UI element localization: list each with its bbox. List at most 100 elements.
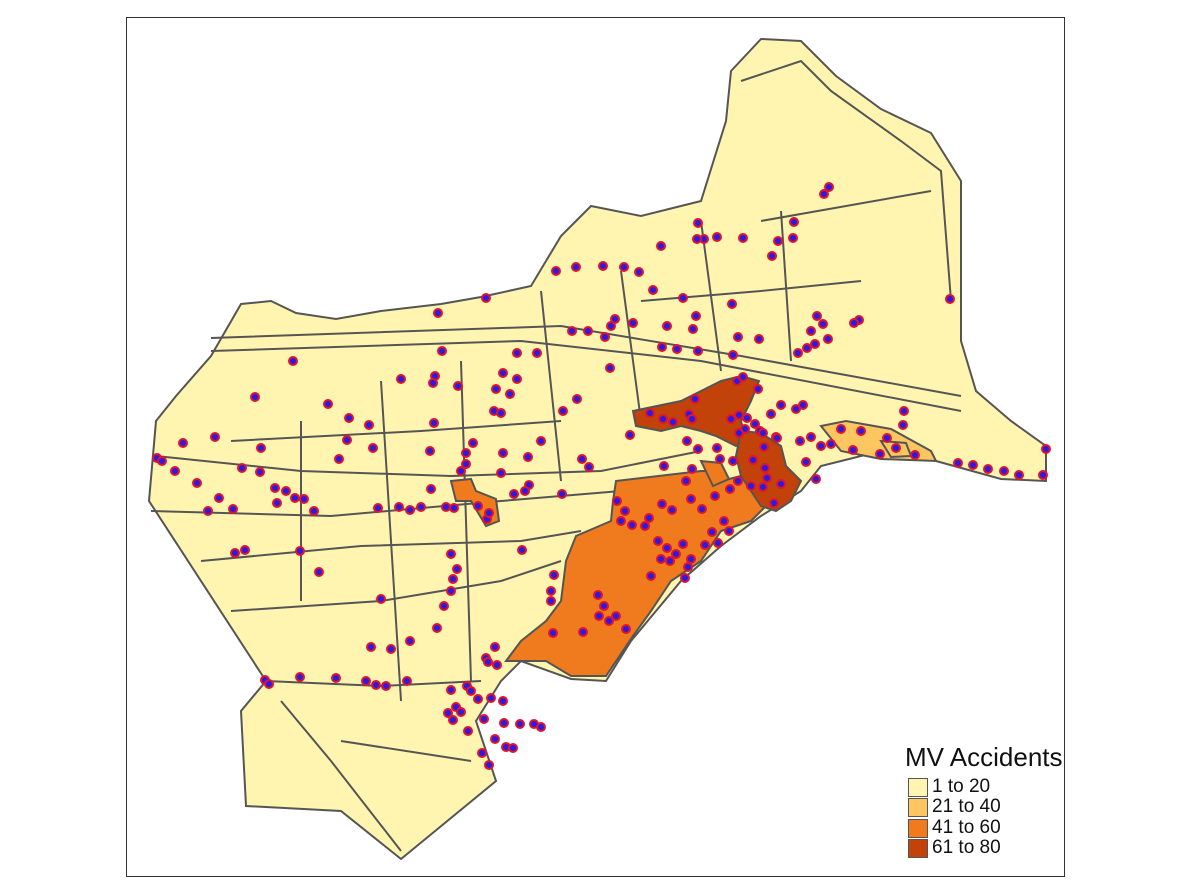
accident-point	[432, 623, 442, 633]
accident-point	[671, 549, 681, 559]
accident-point	[983, 464, 993, 474]
accident-point	[290, 493, 300, 503]
accident-point	[662, 321, 672, 331]
accident-point	[697, 504, 707, 514]
legend-title: MV Accidents	[905, 742, 1063, 772]
accident-point	[396, 374, 406, 384]
accident-point	[517, 545, 527, 555]
accident-point	[492, 660, 502, 670]
accident-point	[571, 262, 581, 272]
region-outline-main	[147, 37, 1047, 861]
accident-point	[738, 372, 748, 382]
accident-point	[567, 326, 577, 336]
legend-item-41-60: 41 to 60	[908, 818, 1001, 838]
accident-point	[611, 611, 621, 621]
accident-point	[766, 409, 776, 419]
accident-point	[546, 596, 556, 606]
accident-point	[484, 760, 494, 770]
accident-point	[546, 586, 556, 596]
accident-points	[152, 182, 1051, 770]
accident-point	[281, 486, 291, 496]
accident-point	[898, 420, 908, 430]
legend-item-21-40: 21 to 40	[908, 797, 1001, 817]
accident-point	[719, 516, 729, 526]
legend-swatch	[908, 818, 928, 838]
accident-point	[738, 233, 748, 243]
legend-label: 21 to 40	[932, 796, 1001, 817]
accident-point	[742, 413, 752, 423]
accident-point	[824, 182, 834, 192]
accident-point	[658, 414, 668, 424]
accident-point	[446, 586, 456, 596]
accident-point	[512, 348, 522, 358]
accident-point	[578, 627, 588, 637]
legend-swatch	[908, 838, 928, 858]
accident-point	[334, 454, 344, 464]
accident-point	[376, 594, 386, 604]
accident-point	[557, 489, 567, 499]
accident-point	[214, 493, 224, 503]
accident-point	[584, 462, 594, 472]
accident-point	[437, 346, 447, 356]
accident-point	[499, 718, 509, 728]
accident-point	[910, 450, 920, 460]
accident-point	[309, 506, 319, 516]
accident-point	[449, 503, 459, 513]
accident-point	[448, 715, 458, 725]
accident-point	[490, 642, 500, 652]
accident-point	[823, 334, 833, 344]
legend-label: 61 to 80	[932, 837, 1001, 858]
accident-point	[953, 458, 963, 468]
accident-point	[496, 468, 506, 478]
accident-point	[491, 384, 501, 394]
accident-point	[856, 426, 866, 436]
accident-point	[710, 491, 720, 501]
accident-point	[769, 498, 779, 508]
accident-point	[381, 681, 391, 691]
accident-point	[463, 726, 473, 736]
accident-point	[734, 428, 744, 438]
accident-point	[848, 445, 858, 455]
accident-point	[600, 332, 610, 342]
map-frame	[126, 17, 1065, 877]
accident-point	[849, 318, 859, 328]
accident-point	[288, 356, 298, 366]
accident-point	[505, 389, 515, 399]
accident-point	[386, 644, 396, 654]
accident-point	[605, 363, 615, 373]
accident-point	[368, 443, 378, 453]
accident-point	[604, 616, 614, 626]
accident-point	[665, 556, 675, 566]
accident-point	[178, 438, 188, 448]
accident-point	[776, 400, 786, 410]
accident-point	[726, 414, 736, 424]
accident-point	[548, 628, 558, 638]
accident-point	[443, 708, 453, 718]
accident-point	[1014, 470, 1024, 480]
accident-point	[429, 418, 439, 428]
accident-point	[466, 686, 476, 696]
accident-point	[473, 501, 483, 511]
accident-point	[456, 707, 466, 717]
accident-point	[754, 334, 764, 344]
accident-point	[481, 293, 491, 303]
legend-item-61-80: 61 to 80	[908, 838, 1001, 858]
accident-point	[882, 433, 892, 443]
accident-point	[441, 502, 451, 512]
accident-point	[750, 419, 760, 429]
accident-point	[405, 636, 415, 646]
accident-point	[473, 694, 483, 704]
accident-point	[1041, 444, 1051, 454]
accident-point	[656, 241, 666, 251]
accident-point	[657, 342, 667, 352]
ward-boundaries	[150, 59, 962, 852]
accident-point	[693, 346, 703, 356]
accident-point	[657, 499, 667, 509]
accident-point	[662, 543, 672, 553]
accident-point	[767, 251, 777, 261]
accident-point	[490, 734, 500, 744]
accident-point	[532, 348, 542, 358]
accident-point	[712, 443, 722, 453]
accident-point	[323, 399, 333, 409]
accident-point	[746, 481, 756, 491]
